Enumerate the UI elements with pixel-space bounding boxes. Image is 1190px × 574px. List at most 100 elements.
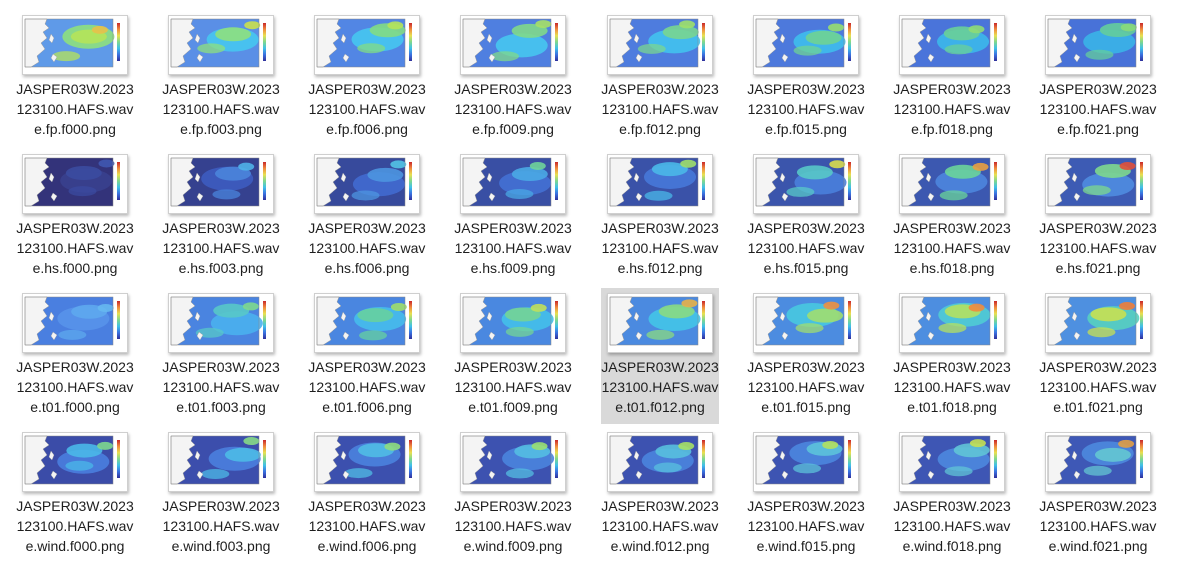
file-name: JASPER03W.2023123100.HAFS.wave.wind.f003… (162, 498, 280, 554)
thumbnail-image (755, 157, 851, 207)
file-item[interactable]: JASPER03W.2023123100.HAFS.wave.t01.f000.… (16, 288, 134, 424)
file-name: JASPER03W.2023123100.HAFS.wave.fp.f018.p… (893, 81, 1011, 137)
file-name: JASPER03W.2023123100.HAFS.wave.wind.f021… (1039, 498, 1157, 554)
file-item[interactable]: JASPER03W.2023123100.HAFS.wave.fp.f021.p… (1039, 10, 1157, 146)
file-item[interactable]: JASPER03W.2023123100.HAFS.wave.wind.f012… (601, 427, 719, 563)
thumbnail-image (609, 296, 705, 346)
file-name: JASPER03W.2023123100.HAFS.wave.wind.f000… (16, 498, 134, 554)
thumbnail-image (609, 157, 705, 207)
file-thumbnail (753, 293, 859, 353)
file-item[interactable]: JASPER03W.2023123100.HAFS.wave.hs.f006.p… (308, 149, 426, 285)
file-thumbnail (22, 293, 128, 353)
file-item[interactable]: JASPER03W.2023123100.HAFS.wave.wind.f009… (454, 427, 572, 563)
file-thumbnail (1045, 154, 1151, 214)
file-name: JASPER03W.2023123100.HAFS.wave.t01.f015.… (747, 359, 865, 415)
file-name: JASPER03W.2023123100.HAFS.wave.hs.f006.p… (308, 220, 426, 276)
thumbnail-image (462, 296, 558, 346)
file-name: JASPER03W.2023123100.HAFS.wave.hs.f018.p… (893, 220, 1011, 276)
file-item[interactable]: JASPER03W.2023123100.HAFS.wave.fp.f003.p… (162, 10, 280, 146)
file-name: JASPER03W.2023123100.HAFS.wave.fp.f021.p… (1039, 81, 1157, 137)
file-thumbnail (460, 432, 566, 492)
thumbnail-image (609, 18, 705, 68)
file-name: JASPER03W.2023123100.HAFS.wave.fp.f012.p… (601, 81, 719, 137)
file-item[interactable]: JASPER03W.2023123100.HAFS.wave.hs.f015.p… (747, 149, 865, 285)
file-thumbnail (607, 154, 713, 214)
thumbnail-image (170, 157, 266, 207)
file-item[interactable]: JASPER03W.2023123100.HAFS.wave.t01.f018.… (893, 288, 1011, 424)
file-item[interactable]: JASPER03W.2023123100.HAFS.wave.wind.f006… (308, 427, 426, 563)
file-thumbnail (607, 432, 713, 492)
file-item[interactable]: JASPER03W.2023123100.HAFS.wave.hs.f018.p… (893, 149, 1011, 285)
thumbnail-image (316, 18, 412, 68)
file-item[interactable]: JASPER03W.2023123100.HAFS.wave.wind.f003… (162, 427, 280, 563)
file-thumbnail (1045, 432, 1151, 492)
file-thumbnail (899, 432, 1005, 492)
file-name: JASPER03W.2023123100.HAFS.wave.hs.f009.p… (454, 220, 572, 276)
file-item[interactable]: JASPER03W.2023123100.HAFS.wave.fp.f009.p… (454, 10, 572, 146)
file-item[interactable]: JASPER03W.2023123100.HAFS.wave.t01.f012.… (601, 288, 719, 424)
file-name: JASPER03W.2023123100.HAFS.wave.wind.f015… (747, 498, 865, 554)
file-item[interactable]: JASPER03W.2023123100.HAFS.wave.hs.f000.p… (16, 149, 134, 285)
file-thumbnail (314, 154, 420, 214)
file-item[interactable]: JASPER03W.2023123100.HAFS.wave.wind.f021… (1039, 427, 1157, 563)
file-thumbnail (314, 15, 420, 75)
file-item[interactable]: JASPER03W.2023123100.HAFS.wave.wind.f018… (893, 427, 1011, 563)
file-thumbnail (1045, 293, 1151, 353)
thumbnail-image (901, 296, 997, 346)
thumbnail-image (24, 435, 120, 485)
thumbnail-image (316, 296, 412, 346)
file-name: JASPER03W.2023123100.HAFS.wave.fp.f000.p… (16, 81, 134, 137)
file-name: JASPER03W.2023123100.HAFS.wave.t01.f021.… (1039, 359, 1157, 415)
file-thumbnail (168, 432, 274, 492)
file-item[interactable]: JASPER03W.2023123100.HAFS.wave.fp.f015.p… (747, 10, 865, 146)
file-name: JASPER03W.2023123100.HAFS.wave.t01.f009.… (454, 359, 572, 415)
file-name: JASPER03W.2023123100.HAFS.wave.fp.f009.p… (454, 81, 572, 137)
file-item[interactable]: JASPER03W.2023123100.HAFS.wave.t01.f003.… (162, 288, 280, 424)
thumbnail-image (170, 296, 266, 346)
file-thumbnail (168, 293, 274, 353)
file-item[interactable]: JASPER03W.2023123100.HAFS.wave.hs.f021.p… (1039, 149, 1157, 285)
file-thumbnail (314, 432, 420, 492)
file-item[interactable]: JASPER03W.2023123100.HAFS.wave.t01.f021.… (1039, 288, 1157, 424)
file-thumbnail (899, 293, 1005, 353)
thumbnail-image (1047, 157, 1143, 207)
thumbnail-image (755, 18, 851, 68)
file-thumbnail (22, 15, 128, 75)
file-thumbnail (753, 15, 859, 75)
file-item[interactable]: JASPER03W.2023123100.HAFS.wave.t01.f006.… (308, 288, 426, 424)
file-item[interactable]: JASPER03W.2023123100.HAFS.wave.t01.f009.… (454, 288, 572, 424)
file-thumbnail (22, 432, 128, 492)
file-item[interactable]: JASPER03W.2023123100.HAFS.wave.hs.f009.p… (454, 149, 572, 285)
thumbnail-image (901, 18, 997, 68)
thumbnail-image (170, 18, 266, 68)
file-name: JASPER03W.2023123100.HAFS.wave.hs.f012.p… (601, 220, 719, 276)
file-name: JASPER03W.2023123100.HAFS.wave.t01.f003.… (162, 359, 280, 415)
thumbnail-image (24, 157, 120, 207)
file-name: JASPER03W.2023123100.HAFS.wave.hs.f003.p… (162, 220, 280, 276)
file-item[interactable]: JASPER03W.2023123100.HAFS.wave.hs.f003.p… (162, 149, 280, 285)
file-thumbnail (899, 15, 1005, 75)
thumbnail-image (24, 18, 120, 68)
thumbnail-image (755, 435, 851, 485)
file-name: JASPER03W.2023123100.HAFS.wave.wind.f018… (893, 498, 1011, 554)
file-thumbnail (607, 293, 713, 353)
thumbnail-image (170, 435, 266, 485)
thumbnail-image (901, 435, 997, 485)
file-name: JASPER03W.2023123100.HAFS.wave.hs.f000.p… (16, 220, 134, 276)
file-item[interactable]: JASPER03W.2023123100.HAFS.wave.wind.f015… (747, 427, 865, 563)
file-name: JASPER03W.2023123100.HAFS.wave.wind.f012… (601, 498, 719, 554)
thumbnail-image (316, 435, 412, 485)
file-thumbnail (460, 15, 566, 75)
thumbnail-image (755, 296, 851, 346)
file-item[interactable]: JASPER03W.2023123100.HAFS.wave.fp.f000.p… (16, 10, 134, 146)
file-item[interactable]: JASPER03W.2023123100.HAFS.wave.hs.f012.p… (601, 149, 719, 285)
file-item[interactable]: JASPER03W.2023123100.HAFS.wave.fp.f018.p… (893, 10, 1011, 146)
file-name: JASPER03W.2023123100.HAFS.wave.t01.f000.… (16, 359, 134, 415)
file-item[interactable]: JASPER03W.2023123100.HAFS.wave.wind.f000… (16, 427, 134, 563)
file-item[interactable]: JASPER03W.2023123100.HAFS.wave.fp.f006.p… (308, 10, 426, 146)
file-name: JASPER03W.2023123100.HAFS.wave.hs.f021.p… (1039, 220, 1157, 276)
file-item[interactable]: JASPER03W.2023123100.HAFS.wave.t01.f015.… (747, 288, 865, 424)
file-thumbnail (753, 432, 859, 492)
file-item[interactable]: JASPER03W.2023123100.HAFS.wave.fp.f012.p… (601, 10, 719, 146)
